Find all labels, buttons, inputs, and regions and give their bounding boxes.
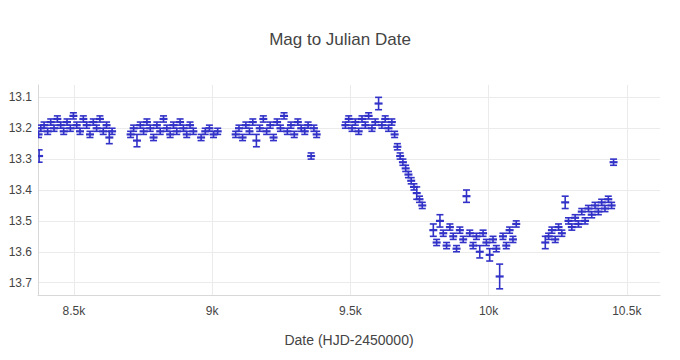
svg-text:13.7: 13.7 (9, 276, 33, 290)
svg-text:13.4: 13.4 (9, 183, 33, 197)
svg-text:Mag to Julian Date: Mag to Julian Date (269, 30, 411, 49)
svg-text:13.1: 13.1 (9, 90, 33, 104)
svg-text:13.6: 13.6 (9, 245, 33, 259)
svg-text:8.5k: 8.5k (63, 304, 87, 318)
svg-text:13.3: 13.3 (9, 152, 33, 166)
svg-text:Date (HJD-2450000): Date (HJD-2450000) (284, 332, 413, 348)
svg-text:13.5: 13.5 (9, 214, 33, 228)
svg-text:13.2: 13.2 (9, 121, 33, 135)
svg-text:9.5k: 9.5k (339, 304, 363, 318)
svg-text:10.5k: 10.5k (612, 304, 642, 318)
svg-text:9k: 9k (206, 304, 220, 318)
svg-text:10k: 10k (479, 304, 499, 318)
